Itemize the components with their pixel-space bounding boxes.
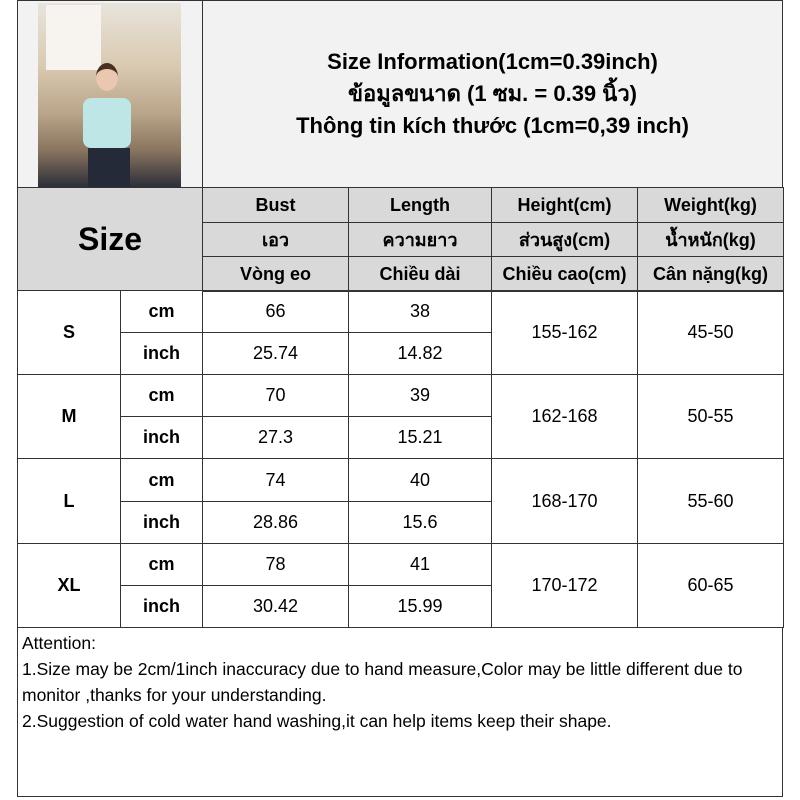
unit-label: cm xyxy=(120,374,203,417)
column-header-en: Weight(kg) xyxy=(637,187,784,223)
column-header-vi: Vòng eo xyxy=(202,256,349,292)
size-header: Size xyxy=(17,187,203,291)
column-header-vi: Chiều cao(cm) xyxy=(491,256,638,292)
length-inch: 15.6 xyxy=(348,501,492,544)
weight-range: 55-60 xyxy=(637,458,784,544)
unit-label: cm xyxy=(120,543,203,586)
length-inch: 15.99 xyxy=(348,585,492,628)
column-header-th: เอว xyxy=(202,222,349,257)
column-header-vi: Cân nặng(kg) xyxy=(637,256,784,292)
column-header-th: ส่วนสูง(cm) xyxy=(491,222,638,257)
size-label: L xyxy=(17,458,121,544)
height-range: 170-172 xyxy=(491,543,638,628)
column-header-en: Bust xyxy=(202,187,349,223)
unit-label: cm xyxy=(120,290,203,333)
note-2: 2.Suggestion of cold water hand washing,… xyxy=(22,711,612,731)
column-header-th: ความยาว xyxy=(348,222,492,257)
unit-label: inch xyxy=(120,501,203,544)
length-cm: 40 xyxy=(348,458,492,502)
column-header-en: Height(cm) xyxy=(491,187,638,223)
product-photo xyxy=(38,3,181,187)
length-cm: 38 xyxy=(348,290,492,333)
bust-inch: 28.86 xyxy=(202,501,349,544)
size-label: M xyxy=(17,374,121,459)
unit-label: inch xyxy=(120,416,203,459)
size-label: XL xyxy=(17,543,121,628)
notes-heading: Attention: xyxy=(22,633,96,653)
height-range: 155-162 xyxy=(491,290,638,375)
length-inch: 15.21 xyxy=(348,416,492,459)
bust-cm: 78 xyxy=(202,543,349,586)
bust-inch: 30.42 xyxy=(202,585,349,628)
unit-label: cm xyxy=(120,458,203,502)
weight-range: 60-65 xyxy=(637,543,784,628)
weight-range: 45-50 xyxy=(637,290,784,375)
attention-notes: Attention: 1.Size may be 2cm/1inch inacc… xyxy=(17,627,783,797)
height-range: 162-168 xyxy=(491,374,638,459)
column-header-vi: Chiều dài xyxy=(348,256,492,292)
title-th: ข้อมูลขนาด (1 ซม. = 0.39 นิ้ว) xyxy=(347,81,637,106)
unit-label: inch xyxy=(120,585,203,628)
weight-range: 50-55 xyxy=(637,374,784,459)
unit-label: inch xyxy=(120,332,203,375)
length-cm: 41 xyxy=(348,543,492,586)
bust-cm: 70 xyxy=(202,374,349,417)
column-header-th: น้ำหนัก(kg) xyxy=(637,222,784,257)
bust-inch: 25.74 xyxy=(202,332,349,375)
height-range: 168-170 xyxy=(491,458,638,544)
bust-cm: 66 xyxy=(202,290,349,333)
note-1: 1.Size may be 2cm/1inch inaccuracy due t… xyxy=(22,659,743,705)
title-vi: Thông tin kích thước (1cm=0,39 inch) xyxy=(296,113,689,138)
length-inch: 14.82 xyxy=(348,332,492,375)
size-label: S xyxy=(17,290,121,375)
title-en: Size Information(1cm=0.39inch) xyxy=(327,49,658,74)
length-cm: 39 xyxy=(348,374,492,417)
bust-inch: 27.3 xyxy=(202,416,349,459)
title-block: Size Information(1cm=0.39inch) ข้อมูลขนา… xyxy=(202,0,783,188)
bust-cm: 74 xyxy=(202,458,349,502)
column-header-en: Length xyxy=(348,187,492,223)
